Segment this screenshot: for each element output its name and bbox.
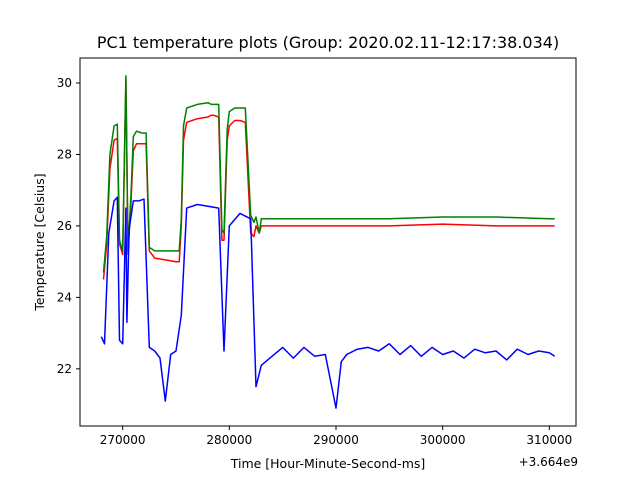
- x-tick-label: 300000: [420, 433, 466, 447]
- x-axis-label: Time [Hour-Minute-Second-ms]: [230, 456, 426, 471]
- x-tick-label: 310000: [526, 433, 572, 447]
- x-tick-label: 270000: [100, 433, 146, 447]
- x-tick-label: 280000: [206, 433, 252, 447]
- y-axis-label: Temperature [Celsius]: [32, 173, 47, 311]
- chart-title: PC1 temperature plots (Group: 2020.02.11…: [97, 33, 559, 52]
- y-tick-label: 26: [57, 219, 72, 233]
- x-axis-ticks: 270000 280000 290000 300000 310000: [100, 426, 572, 447]
- y-axis-ticks: 22 24 26 28 30: [57, 76, 80, 376]
- series-line-3: [100, 196, 556, 409]
- y-tick-label: 22: [57, 362, 72, 376]
- x-axis-offset-label: +3.664e9: [519, 455, 578, 469]
- y-tick-label: 24: [57, 290, 72, 304]
- y-tick-label: 30: [57, 76, 72, 90]
- x-tick-label: 290000: [313, 433, 359, 447]
- series-line-2: [102, 75, 555, 273]
- plot-lines: [100, 75, 556, 409]
- y-tick-label: 28: [57, 147, 72, 161]
- axes-frame: [79, 57, 577, 427]
